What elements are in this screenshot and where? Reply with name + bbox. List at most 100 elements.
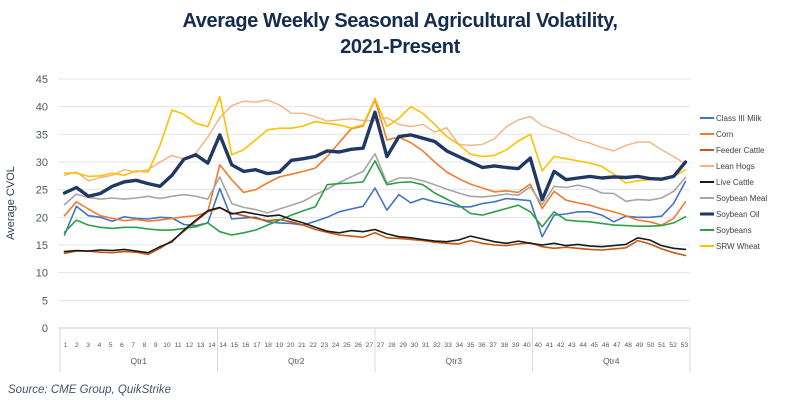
series-line-soybean-meal: [63, 152, 687, 214]
week-label: 22: [309, 342, 317, 349]
week-label: 38: [501, 342, 509, 349]
y-axis-title: Average CVOL: [5, 166, 17, 240]
week-label: 44: [579, 342, 587, 349]
week-label: 9: [154, 342, 158, 349]
week-label: 27: [377, 342, 385, 349]
week-label: 3: [86, 342, 90, 349]
series-line-class-iii-milk: [63, 180, 687, 238]
y-tick-35: 35: [36, 129, 48, 141]
week-label: 1: [64, 342, 68, 349]
series-line-srw-wheat: [63, 95, 687, 184]
week-label: 46: [602, 342, 610, 349]
week-label: 53: [681, 342, 689, 349]
week-label: 52: [669, 342, 677, 349]
week-label: 47: [613, 342, 621, 349]
week-label: 51: [658, 342, 666, 349]
week-label: 36: [478, 342, 486, 349]
legend-label: Soybeans: [716, 226, 752, 235]
legend-item-soybean-meal[interactable]: Soybean Meal: [700, 194, 767, 203]
series-line-soybeans: [63, 160, 687, 236]
week-label: 50: [647, 342, 655, 349]
week-label: 40: [523, 342, 531, 349]
week-label: 6: [120, 342, 124, 349]
quarter-label-qtr2: Qtr2: [288, 356, 305, 366]
week-label: 14: [219, 342, 227, 349]
chart-title: Average Weekly Seasonal Agricultural Vol…: [40, 8, 760, 60]
source-note: Source: CME Group, QuikStrike: [8, 384, 171, 396]
legend-item-srw-wheat[interactable]: SRW Wheat: [700, 242, 761, 251]
week-label: 8: [142, 342, 146, 349]
legend-label: Feeder Cattle: [716, 146, 765, 155]
legend-label: Soybean Oil: [716, 210, 760, 219]
week-label: 49: [636, 342, 644, 349]
legend-item-live-cattle[interactable]: Live Cattle: [700, 178, 754, 187]
y-tick-40: 40: [36, 102, 48, 114]
legend-item-feeder-cattle[interactable]: Feeder Cattle: [700, 146, 765, 155]
week-label: 16: [242, 342, 250, 349]
week-label: 45: [591, 342, 599, 349]
legend-label: Live Cattle: [716, 178, 754, 187]
week-label: 19: [276, 342, 284, 349]
y-tick-15: 15: [36, 240, 48, 252]
y-tick-0: 0: [42, 323, 48, 335]
quarter-label-qtr1: Qtr1: [130, 356, 147, 366]
week-label: 20: [287, 342, 295, 349]
week-label: 25: [343, 342, 351, 349]
week-label: 30: [411, 342, 419, 349]
week-label: 15: [231, 342, 239, 349]
series-line-lean-hogs: [63, 99, 687, 182]
week-label: 33: [444, 342, 452, 349]
y-tick-20: 20: [36, 212, 48, 224]
week-label: 18: [264, 342, 272, 349]
week-label: 13: [197, 342, 205, 349]
week-label: 35: [467, 342, 475, 349]
week-label: 17: [253, 342, 261, 349]
week-label: 39: [512, 342, 520, 349]
legend-item-corn[interactable]: Corn: [700, 130, 733, 139]
week-label: 4: [97, 342, 101, 349]
week-label: 2: [75, 342, 79, 349]
y-tick-10: 10: [36, 268, 48, 280]
legend-label: Class III Milk: [716, 114, 762, 123]
series-line-live-cattle: [63, 206, 687, 254]
legend-item-soybeans[interactable]: Soybeans: [700, 226, 752, 235]
legend-label: Corn: [716, 130, 733, 139]
week-label: 14: [208, 342, 216, 349]
week-label: 10: [163, 342, 171, 349]
week-label: 23: [321, 342, 329, 349]
week-label: 11: [175, 342, 182, 349]
week-label: 32: [433, 342, 441, 349]
legend-label: Soybean Meal: [716, 194, 767, 203]
quarter-label-qtr4: Qtr4: [603, 356, 620, 366]
week-label: 37: [489, 342, 497, 349]
week-label: 31: [422, 342, 430, 349]
y-tick-5: 5: [42, 295, 48, 307]
week-label: 5: [109, 342, 113, 349]
y-tick-45: 45: [36, 74, 48, 86]
week-label: 26: [354, 342, 362, 349]
week-label: 7: [131, 342, 135, 349]
week-label: 42: [557, 342, 565, 349]
week-label: 34: [456, 342, 464, 349]
legend-item-lean-hogs[interactable]: Lean Hogs: [700, 162, 755, 171]
week-label: 43: [568, 342, 576, 349]
week-label: 48: [624, 342, 632, 349]
week-label: 41: [546, 342, 554, 349]
quarter-label-qtr3: Qtr3: [445, 356, 462, 366]
week-label: 21: [298, 342, 306, 349]
week-label: 24: [332, 342, 340, 349]
series-line-soybean-oil: [62, 110, 688, 202]
week-label: 29: [399, 342, 407, 349]
week-label: 12: [186, 342, 194, 349]
legend-item-soybean-oil[interactable]: Soybean Oil: [700, 210, 760, 219]
week-label: 40: [534, 342, 542, 349]
week-label: 28: [388, 342, 396, 349]
legend-label: Lean Hogs: [716, 162, 755, 171]
legend-label: SRW Wheat: [716, 242, 761, 251]
chart-title-line2: 2021-Present: [340, 36, 460, 58]
chart-title-line1: Average Weekly Seasonal Agricultural Vol…: [182, 10, 618, 32]
legend-item-class-iii-milk[interactable]: Class III Milk: [700, 114, 762, 123]
y-tick-25: 25: [36, 185, 48, 197]
